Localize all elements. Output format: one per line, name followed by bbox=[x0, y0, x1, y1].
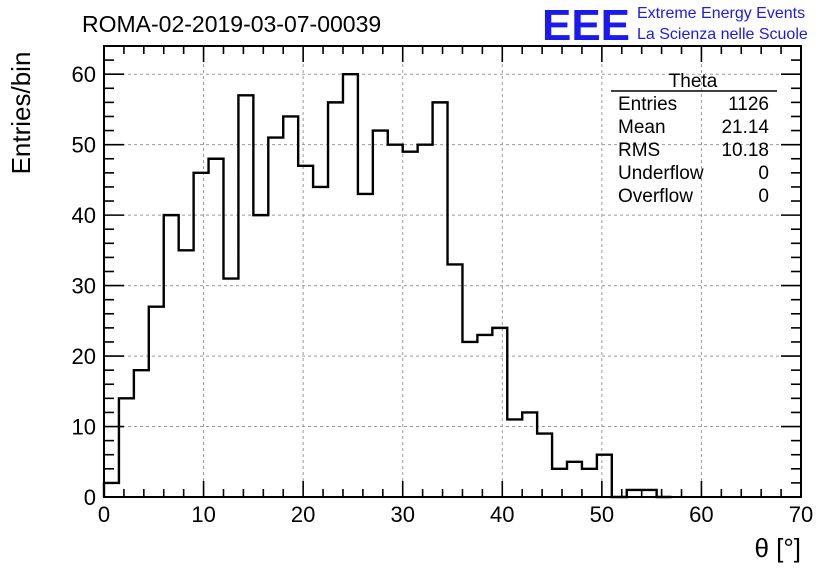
stats-label: RMS bbox=[618, 140, 660, 161]
y-tick-label: 30 bbox=[72, 274, 96, 299]
x-tick-label: 70 bbox=[789, 502, 813, 527]
x-tick-label: 0 bbox=[98, 502, 110, 527]
axis-tick-labels: 0 10 20 30 40 50 60 70 0 10 20 30 40 50 60 bbox=[72, 62, 814, 527]
x-tick-label: 30 bbox=[390, 502, 414, 527]
x-tick-label: 50 bbox=[590, 502, 614, 527]
y-axis-title: Entries/bin bbox=[6, 52, 36, 175]
stats-title: Theta bbox=[669, 71, 718, 92]
axis-ticks bbox=[103, 45, 802, 498]
stats-box: Theta Entries 1126 Mean 21.14 RMS 10.18 Underf… bbox=[611, 71, 777, 207]
eee-logo: EEE Extreme Energy Events La Scienza nel… bbox=[542, 1, 808, 50]
histogram-step-line bbox=[102, 72, 672, 499]
stats-value: 1126 bbox=[728, 94, 769, 115]
stats-label: Underflow bbox=[618, 163, 704, 184]
grid-lines bbox=[104, 46, 801, 497]
y-tick-label: 10 bbox=[72, 415, 96, 440]
plot-frame bbox=[103, 45, 802, 498]
stats-value: 0 bbox=[758, 163, 769, 184]
logo-line-2: La Scienza nelle Scuole bbox=[637, 26, 808, 43]
x-tick-label: 40 bbox=[490, 502, 514, 527]
logo-line-1: Extreme Energy Events bbox=[637, 5, 805, 22]
x-tick-label: 20 bbox=[291, 502, 315, 527]
chart-title: ROMA-02-2019-03-07-00039 bbox=[82, 11, 381, 37]
x-tick-label: 10 bbox=[191, 502, 215, 527]
stats-rows: Entries 1126 Mean 21.14 RMS 10.18 Underflow 0 Ov… bbox=[618, 94, 769, 207]
x-axis-title: θ [°] bbox=[754, 533, 801, 563]
y-tick-label: 60 bbox=[72, 62, 96, 87]
x-tick-label: 60 bbox=[689, 502, 713, 527]
stats-label: Mean bbox=[618, 117, 666, 138]
y-tick-label: 40 bbox=[72, 203, 96, 228]
y-tick-label: 0 bbox=[84, 485, 96, 510]
stats-label: Overflow bbox=[618, 186, 693, 207]
y-tick-label: 50 bbox=[72, 133, 96, 158]
stats-value: 10.18 bbox=[721, 140, 769, 161]
y-tick-label: 20 bbox=[72, 344, 96, 369]
stats-value: 21.14 bbox=[721, 117, 769, 138]
eee-logo-mark: EEE bbox=[542, 1, 630, 50]
stats-label: Entries bbox=[618, 94, 677, 115]
stats-value: 0 bbox=[758, 186, 769, 207]
